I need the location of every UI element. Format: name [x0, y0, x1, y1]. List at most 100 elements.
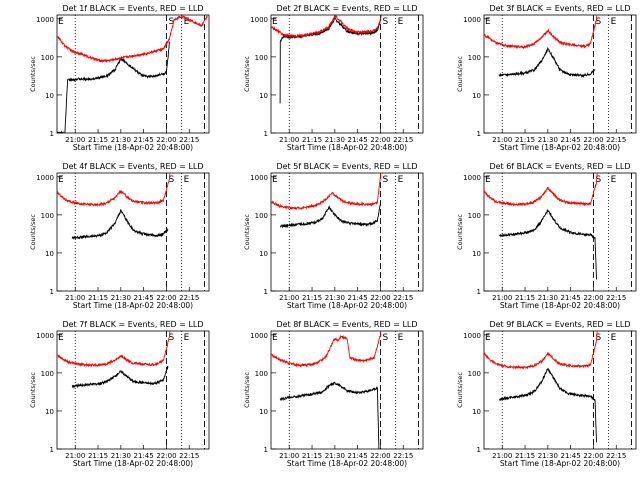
y-tick-label: 100 [468, 370, 481, 378]
plot-frame [56, 330, 210, 450]
y-tick-label: 1 [264, 130, 268, 138]
x-tick-label: 22:15 [179, 294, 199, 302]
x-axis-label: Start Time (18-Apr-02 20:48:00) [500, 143, 620, 152]
start-marker: S [595, 17, 601, 27]
y-tick-label: 1000 [250, 174, 268, 182]
x-tick-label: 22:00 [156, 294, 176, 302]
lld-series-line [57, 331, 171, 368]
x-axis-label: Start Time (18-Apr-02 20:48:00) [287, 301, 407, 310]
panel-7: Det 7f BLACK = Events, RED = LLD 1 10 100 10… [29, 320, 210, 468]
events-series-line [498, 209, 597, 280]
x-tick-label: 21:00 [279, 136, 299, 144]
y-axis-label: Counts/sec [243, 214, 251, 250]
y-tick-label: 1000 [463, 16, 481, 24]
x-tick-label: 21:15 [515, 136, 535, 144]
plot-frame [56, 14, 210, 134]
y-axis-label: Counts/sec [29, 372, 37, 408]
y-tick-label: 1 [50, 288, 54, 296]
lld-series-line [271, 331, 382, 368]
y-axis-label: Counts/sec [456, 372, 464, 408]
x-tick-label: 21:30 [111, 294, 131, 302]
y-tick-label: 10 [45, 408, 54, 416]
lld-series-line [484, 331, 598, 370]
y-tick-label: 100 [468, 54, 481, 62]
y-tick-label: 1000 [36, 174, 54, 182]
start-marker: S [382, 333, 388, 343]
x-tick-label: 22:00 [370, 294, 390, 302]
x-tick-label: 21:30 [325, 136, 345, 144]
y-axis-label: Counts/sec [456, 214, 464, 250]
panel-6: Det 6f BLACK = Events, RED = LLD 1 10 100 10… [456, 162, 637, 310]
y-axis-label: Counts/sec [243, 372, 251, 408]
start-marker: S [168, 17, 174, 27]
end-marker-left: E [58, 175, 64, 185]
x-tick-label: 21:00 [279, 452, 299, 460]
x-tick-label: 22:15 [393, 452, 413, 460]
y-tick-label: 1000 [250, 16, 268, 24]
x-axis-label: Start Time (18-Apr-02 20:48:00) [287, 143, 407, 152]
y-tick-label: 100 [468, 212, 481, 220]
y-tick-label: 100 [255, 54, 268, 62]
panel-2: Det 2f BLACK = Events, RED = LLD 1 10 100 10… [243, 4, 424, 152]
end-marker: E [611, 175, 617, 185]
x-tick-label: 22:00 [156, 136, 176, 144]
panel-title: Det 6f BLACK = Events, RED = LLD [489, 162, 630, 171]
x-tick-label: 21:00 [65, 294, 85, 302]
panel-3: Det 3f BLACK = Events, RED = LLD 1 10 100 10… [456, 4, 637, 152]
x-tick-label: 22:15 [393, 136, 413, 144]
end-marker-left: E [485, 17, 491, 27]
end-marker-left: E [485, 333, 491, 343]
y-tick-label: 10 [472, 92, 481, 100]
lld-series-line [484, 173, 598, 207]
panel-title: Det 1f BLACK = Events, RED = LLD [62, 4, 203, 13]
end-marker-left: E [272, 333, 278, 343]
plot-frame [270, 14, 424, 134]
start-marker: S [168, 175, 174, 185]
plot-frame [56, 172, 210, 292]
x-tick-label: 21:30 [538, 136, 558, 144]
x-tick-label: 21:15 [515, 294, 535, 302]
panel-title: Det 8f BLACK = Events, RED = LLD [276, 320, 417, 329]
plot-frame [270, 172, 424, 292]
x-tick-label: 21:00 [492, 294, 512, 302]
y-tick-label: 100 [255, 370, 268, 378]
x-tick-label: 21:15 [302, 294, 322, 302]
x-tick-label: 21:30 [325, 452, 345, 460]
x-tick-label: 22:00 [156, 452, 176, 460]
lld-series-line [57, 173, 171, 208]
panel-8: Det 8f BLACK = Events, RED = LLD 1 10 100 10… [243, 320, 424, 468]
x-tick-label: 22:00 [583, 294, 603, 302]
x-tick-label: 22:00 [370, 136, 390, 144]
x-tick-label: 21:45 [134, 452, 154, 460]
y-tick-label: 10 [472, 250, 481, 258]
y-tick-label: 1 [264, 288, 268, 296]
end-marker: E [611, 333, 617, 343]
end-marker: E [184, 17, 190, 27]
x-tick-label: 21:00 [492, 452, 512, 460]
x-axis-label: Start Time (18-Apr-02 20:48:00) [73, 301, 193, 310]
events-series-line [499, 367, 597, 443]
lld-series-line [271, 173, 382, 211]
x-tick-label: 21:30 [111, 452, 131, 460]
y-tick-label: 10 [472, 408, 481, 416]
y-tick-label: 10 [259, 250, 268, 258]
panel-title: Det 3f BLACK = Events, RED = LLD [489, 4, 630, 13]
x-tick-label: 21:45 [561, 294, 581, 302]
events-series-line [57, 41, 170, 133]
events-series-line [71, 208, 169, 240]
start-marker: S [382, 17, 388, 27]
y-tick-label: 1000 [36, 16, 54, 24]
events-series-line [279, 203, 381, 229]
panel-title: Det 7f BLACK = Events, RED = LLD [62, 320, 203, 329]
plot-frame [483, 172, 637, 292]
y-tick-label: 100 [41, 370, 54, 378]
x-tick-label: 22:15 [606, 136, 626, 144]
x-tick-label: 21:45 [134, 294, 154, 302]
x-axis-label: Start Time (18-Apr-02 20:48:00) [73, 143, 193, 152]
x-tick-label: 21:45 [348, 452, 368, 460]
end-marker: E [184, 175, 190, 185]
x-tick-label: 21:30 [538, 294, 558, 302]
x-tick-label: 22:15 [606, 452, 626, 460]
x-tick-label: 21:45 [561, 452, 581, 460]
x-tick-label: 21:15 [302, 452, 322, 460]
